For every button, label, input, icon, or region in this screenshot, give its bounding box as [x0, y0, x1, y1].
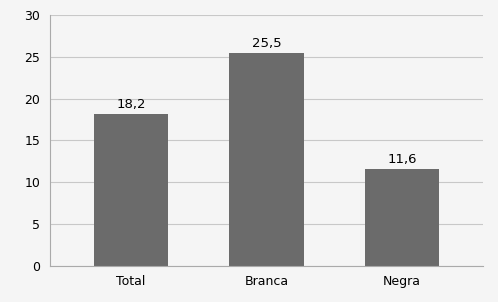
Text: 18,2: 18,2	[117, 98, 146, 111]
Bar	[365, 169, 439, 266]
Bar	[94, 114, 168, 266]
Text: 11,6: 11,6	[387, 153, 416, 166]
Bar	[229, 53, 304, 266]
Text: 25,5: 25,5	[251, 37, 281, 50]
